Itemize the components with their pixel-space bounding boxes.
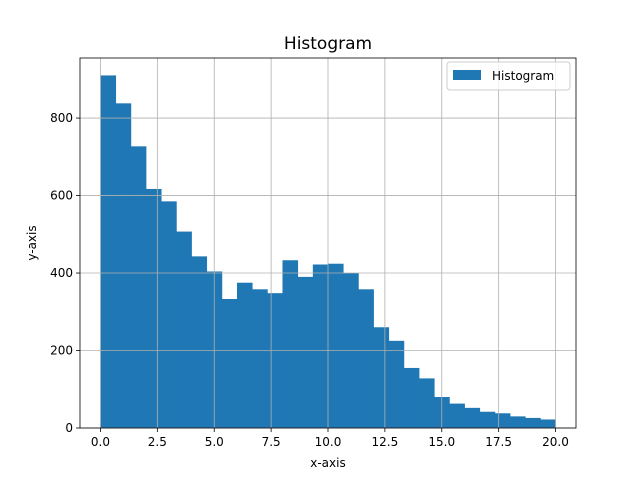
x-tick-label: 5.0 bbox=[205, 435, 224, 449]
histogram-bar bbox=[494, 413, 511, 428]
histogram-bar bbox=[479, 411, 496, 428]
x-tick-label: 20.0 bbox=[542, 435, 569, 449]
histogram-bar bbox=[312, 264, 329, 428]
x-tick-label: 15.0 bbox=[428, 435, 455, 449]
histogram-bar bbox=[115, 103, 132, 429]
histogram-bar bbox=[388, 340, 405, 428]
y-tick-label: 200 bbox=[50, 344, 73, 358]
histogram-bar bbox=[100, 75, 117, 428]
histogram-bar bbox=[221, 298, 238, 428]
y-tick-label: 400 bbox=[50, 266, 73, 280]
x-tick-label: 7.5 bbox=[262, 435, 281, 449]
legend-swatch bbox=[453, 70, 481, 80]
histogram-bar bbox=[130, 146, 147, 428]
histogram-bar bbox=[373, 327, 390, 428]
histogram-bar bbox=[449, 403, 465, 428]
chart-title: Histogram bbox=[284, 34, 372, 54]
histogram-bars bbox=[100, 75, 556, 429]
histogram-bar bbox=[403, 367, 420, 428]
histogram-bar bbox=[510, 416, 526, 428]
histogram-bar bbox=[252, 289, 268, 428]
x-tick-label: 17.5 bbox=[485, 435, 512, 449]
histogram-bar bbox=[464, 407, 481, 428]
axis-ticks: 0.0 2.5 5.0 7.5 10.0 12.5 15.0 17.5 20.0 0 200 400 6… bbox=[50, 111, 569, 449]
histogram-bar bbox=[176, 231, 192, 428]
x-tick-label: 10.0 bbox=[315, 435, 342, 449]
histogram-bar bbox=[358, 289, 374, 428]
x-tick-label: 12.5 bbox=[372, 435, 399, 449]
histogram-bar bbox=[328, 263, 344, 428]
legend-label: Histogram bbox=[492, 69, 554, 83]
histogram-bar bbox=[282, 260, 299, 428]
y-axis-label: y-axis bbox=[25, 225, 39, 260]
x-axis-label: x-axis bbox=[310, 456, 345, 470]
y-tick-label: 600 bbox=[50, 189, 73, 203]
legend: Histogram bbox=[446, 61, 571, 91]
histogram-bar bbox=[236, 282, 253, 428]
histogram-bar bbox=[540, 419, 556, 428]
histogram-bar bbox=[419, 378, 435, 428]
legend-box bbox=[446, 61, 571, 91]
x-tick-label: 0.0 bbox=[91, 435, 110, 449]
histogram-bar bbox=[297, 276, 314, 428]
x-tick-label: 2.5 bbox=[148, 435, 167, 449]
y-tick-label: 0 bbox=[65, 421, 73, 435]
histogram-bar bbox=[191, 256, 208, 428]
histogram-bar bbox=[525, 417, 541, 428]
histogram-bar bbox=[161, 201, 177, 428]
histogram-bar bbox=[145, 188, 162, 428]
y-tick-label: 800 bbox=[50, 111, 73, 125]
histogram-bar bbox=[267, 293, 283, 428]
